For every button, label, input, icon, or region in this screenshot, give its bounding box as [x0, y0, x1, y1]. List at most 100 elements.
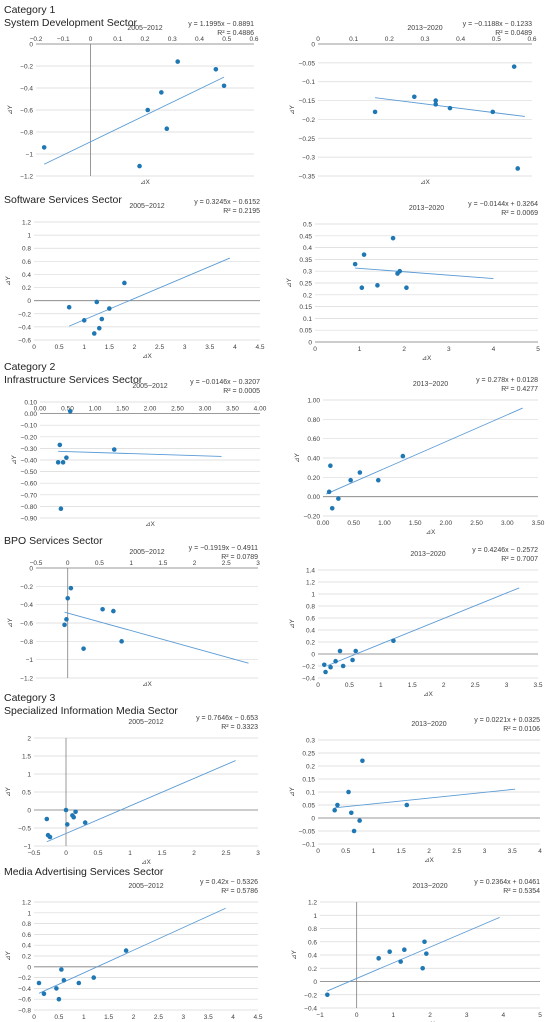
chart-title: 2013~2020: [410, 551, 445, 558]
y-tick-label: 0: [29, 42, 33, 49]
trendline: [43, 76, 225, 165]
x-tick-label: 0.5: [222, 36, 231, 43]
trendline-equation: y = 0.278x + 0.0128: [476, 377, 538, 384]
x-axis-title: ⊿X: [141, 859, 151, 866]
trendline-equation: y = 0.2364x + 0.0461: [474, 879, 540, 886]
trendline-equation: y = 0.42x − 0.5326: [200, 879, 258, 886]
data-point: [490, 109, 496, 115]
specialized-information-media-sector-label: Specialized Information Media Sector: [4, 705, 178, 717]
scatter-chart-9: 21.510.50−0.5−1−0.5 0 0.5 1 1.5 2 2.5 32005~201…: [5, 715, 260, 866]
y-tick-label: −1.2: [20, 174, 33, 181]
y-tick-label: −0.2: [302, 117, 315, 124]
x-tick-label: 0.00: [317, 520, 330, 527]
y-tick-label: −0.90: [21, 516, 38, 523]
data-point: [337, 648, 343, 654]
x-tick-label: 1: [358, 346, 362, 353]
y-tick-label: −0.4: [18, 986, 31, 993]
data-point: [349, 810, 354, 816]
x-tick-label: 2.5: [452, 848, 461, 855]
y-tick-label: −0.4: [18, 324, 31, 331]
x-tick-label: 1.5: [158, 560, 167, 567]
y-tick-label: 0.80: [307, 417, 320, 424]
data-point: [332, 807, 337, 813]
data-point: [357, 818, 362, 823]
x-tick-label: 4.00: [254, 406, 267, 413]
x-tick-label: 2: [133, 344, 137, 351]
y-tick-label: 0.05: [299, 328, 312, 335]
infrastructure-services-sector-label: Infrastructure Services Sector: [4, 374, 143, 386]
data-point: [100, 606, 105, 612]
y-tick-label: −0.4: [20, 86, 33, 93]
category-2-label: Category 2: [4, 361, 56, 373]
y-tick-label: 1: [313, 913, 317, 920]
data-point: [387, 949, 392, 954]
trendline-equation: y = 0.0221x + 0.0325: [474, 717, 540, 724]
y-tick-label: −0.4: [20, 602, 33, 609]
data-point: [91, 331, 97, 336]
y-tick-label: 1.4: [306, 568, 315, 575]
y-tick-label: 0.6: [306, 616, 315, 623]
y-tick-label: −0.6: [18, 997, 31, 1004]
data-point: [360, 758, 365, 764]
data-point: [175, 59, 180, 64]
y-tick-label: −0.8: [18, 1008, 31, 1015]
x-tick-label: 0: [355, 1012, 359, 1019]
y-tick-label: 0.40: [307, 456, 320, 463]
data-point: [76, 980, 82, 986]
y-tick-label: −0.4: [302, 676, 315, 683]
y-tick-label: −0.2: [20, 64, 33, 71]
chart-title: 2013~2020: [407, 25, 442, 32]
data-point: [433, 98, 439, 103]
y-tick-label: −0.70: [21, 492, 38, 499]
trendline-equation: y = −0.0144x + 0.3264: [468, 201, 538, 208]
y-tick-label: −0.20: [21, 434, 38, 441]
x-tick-label: 2.5: [222, 560, 231, 567]
data-point: [59, 967, 64, 972]
y-tick-label: 0.4: [308, 953, 317, 960]
x-tick-label: 3: [465, 1012, 469, 1019]
y-tick-label: 0.10: [24, 400, 37, 407]
data-point: [145, 107, 151, 113]
x-tick-label: 2.00: [144, 406, 157, 413]
y-tick-label: −0.20: [304, 514, 321, 521]
x-tick-label: 1.5: [408, 682, 417, 689]
scatter-chart-11: 1.210.80.60.40.20−0.2−0.4−0.6−0.80 0.5 1 1.…: [5, 879, 263, 1021]
y-tick-label: 0: [27, 808, 31, 815]
data-point: [412, 94, 417, 100]
data-point: [111, 608, 116, 614]
data-point: [61, 978, 67, 983]
y-tick-label: −0.8: [20, 130, 33, 137]
y-tick-label: −0.80: [21, 504, 38, 511]
x-tick-label: 0.5: [54, 1014, 63, 1021]
x-tick-label: 3.5: [204, 1014, 213, 1021]
y-tick-label: 0.2: [306, 764, 315, 771]
x-tick-label: 3: [182, 1014, 186, 1021]
data-point: [398, 959, 403, 964]
x-tick-label: 1: [82, 1014, 86, 1021]
y-tick-label: 0.15: [299, 304, 312, 311]
data-point: [391, 638, 396, 644]
y-tick-label: −0.15: [299, 98, 316, 105]
data-point: [404, 802, 410, 808]
x-tick-label: 0: [313, 346, 317, 353]
x-tick-label: 1.5: [104, 1014, 113, 1021]
y-tick-label: 1: [311, 592, 315, 599]
scatter-chart-10: 0.30.250.20.150.10.050−0.05−0.10 0.5 1 1.5 2…: [289, 717, 542, 864]
data-point: [41, 145, 47, 150]
trendline: [334, 788, 516, 809]
x-tick-label: 1: [129, 560, 133, 567]
y-tick-label: −0.6: [18, 338, 31, 345]
x-tick-label: 2.5: [221, 850, 230, 857]
x-tick-label: 2.5: [154, 1014, 163, 1021]
y-axis-title: ⊿Y: [291, 949, 298, 959]
y-tick-label: 0.8: [22, 246, 31, 253]
data-point: [325, 992, 330, 998]
x-tick-label: 4: [492, 346, 496, 353]
y-tick-label: 1.2: [22, 900, 31, 907]
chart-title: 2013~2020: [411, 721, 446, 728]
x-tick-label: 3: [447, 346, 451, 353]
y-tick-label: −0.2: [302, 664, 315, 671]
trendline: [58, 450, 222, 457]
data-point: [340, 663, 346, 669]
data-point: [375, 283, 380, 288]
